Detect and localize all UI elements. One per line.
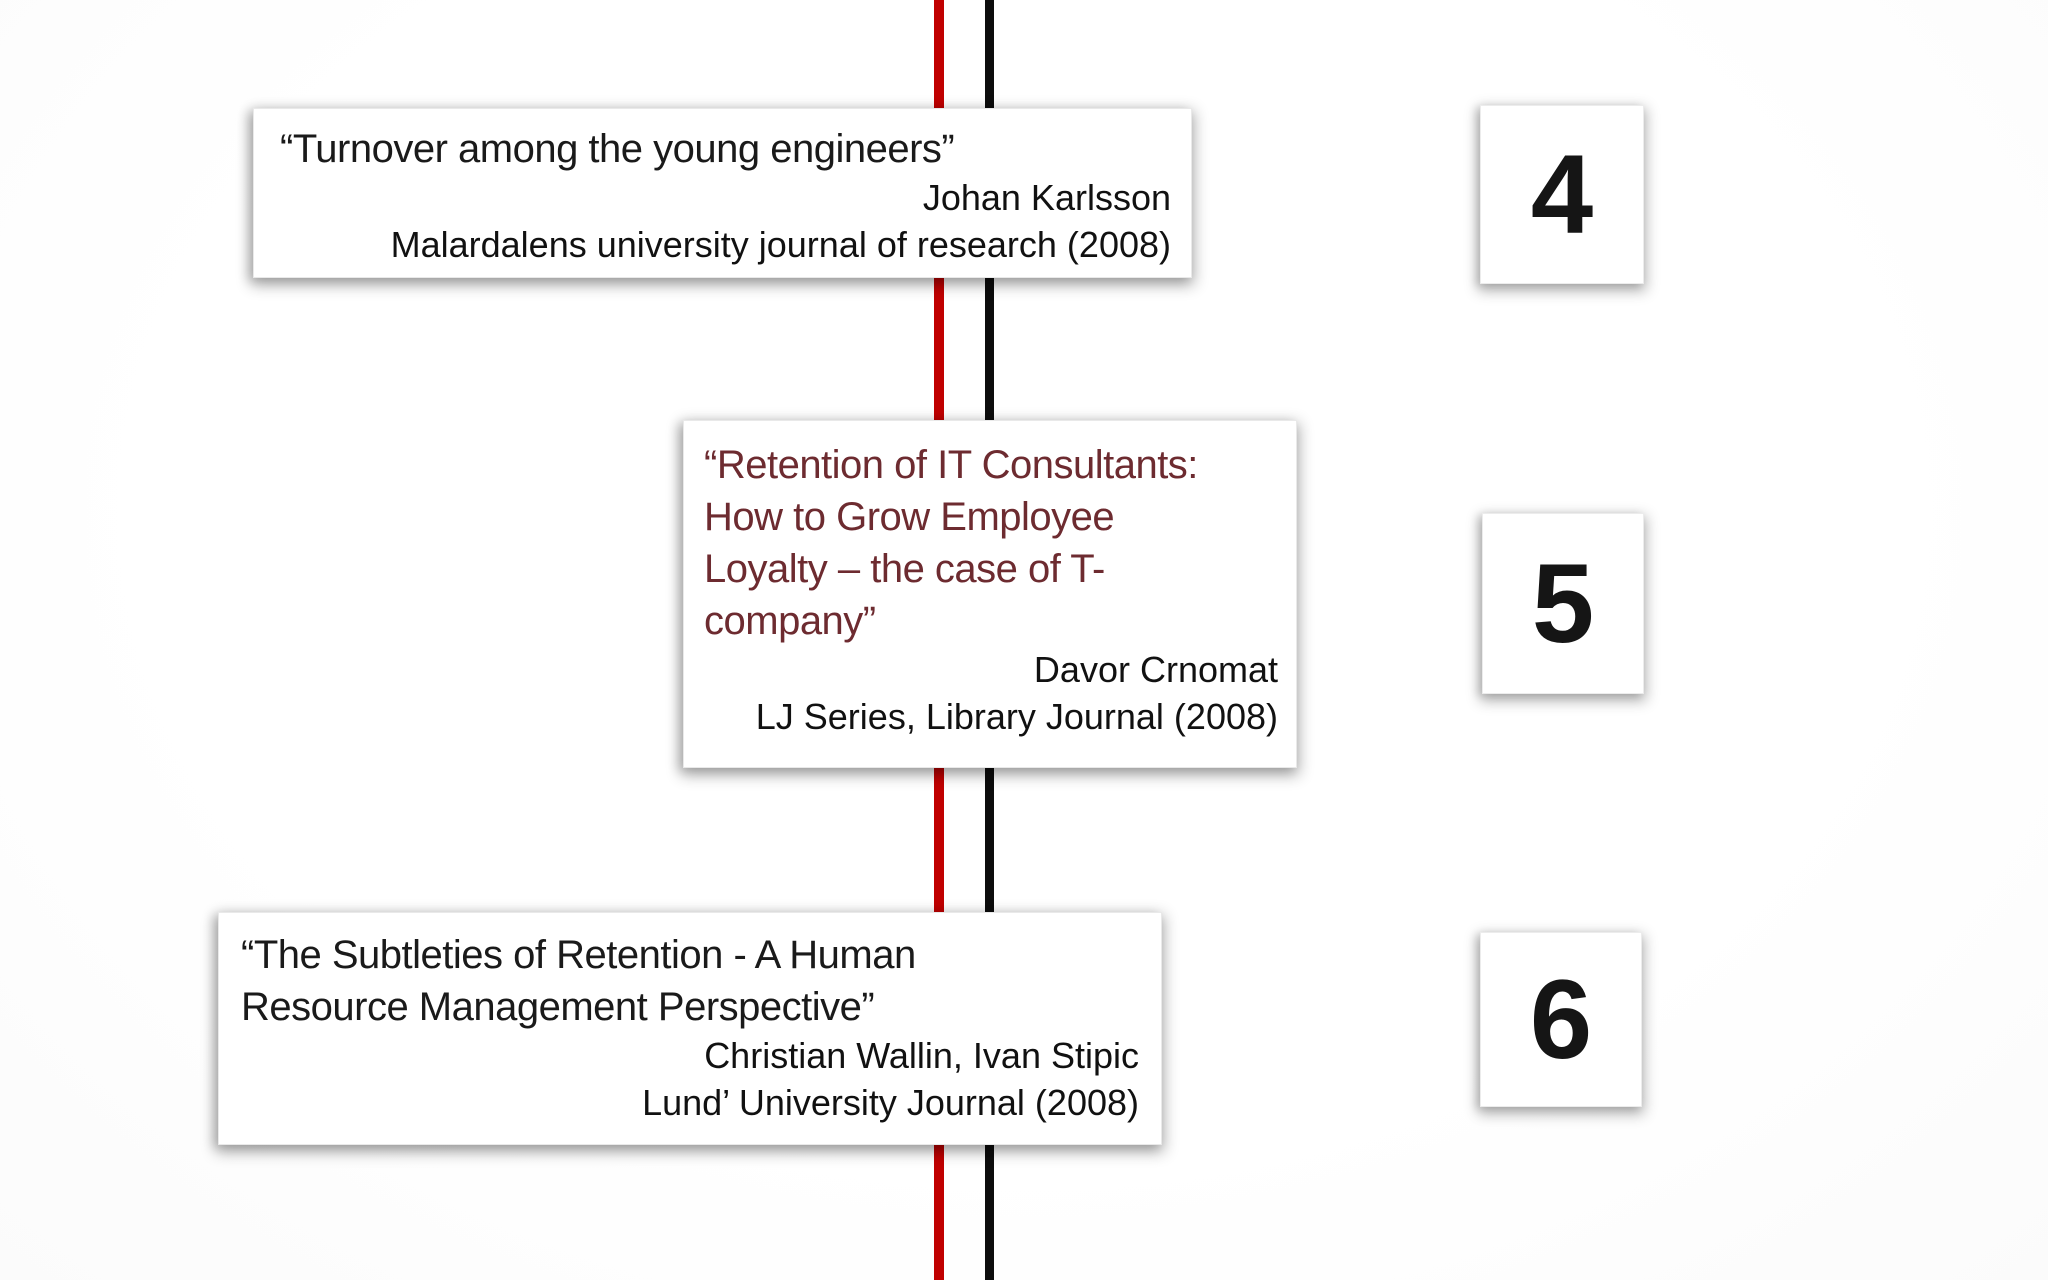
- reference-authors: Johan Karlsson: [922, 177, 1171, 218]
- reference-authors: Davor Crnomat: [1033, 649, 1278, 690]
- slide-number: 4: [1530, 131, 1594, 257]
- reference-card-5: “Retention of IT Consultants: How to Gro…: [683, 420, 1297, 768]
- reference-source: Malardalens university journal of resear…: [390, 223, 1171, 265]
- slide-number-tile-5: 5: [1482, 513, 1644, 694]
- reference-authors: Christian Wallin, Ivan Stipic: [704, 1035, 1139, 1076]
- reference-source: LJ Series, Library Journal (2008): [755, 695, 1278, 737]
- reference-card-4: “Turnover among the young engineers” Joh…: [253, 108, 1192, 278]
- reference-source: Lund’ University Journal (2008): [642, 1081, 1139, 1123]
- reference-title: “The Subtleties of Retention - A Human R…: [241, 933, 916, 1029]
- reference-title: “Turnover among the young engineers”: [280, 127, 955, 171]
- reference-card-6: “The Subtleties of Retention - A Human R…: [218, 912, 1162, 1145]
- slide-number: 6: [1529, 956, 1593, 1082]
- slide-number: 5: [1531, 540, 1595, 666]
- slide-number-tile-6: 6: [1480, 932, 1642, 1107]
- slide-number-tile-4: 4: [1480, 105, 1644, 284]
- reference-title: “Retention of IT Consultants: How to Gro…: [704, 443, 1198, 643]
